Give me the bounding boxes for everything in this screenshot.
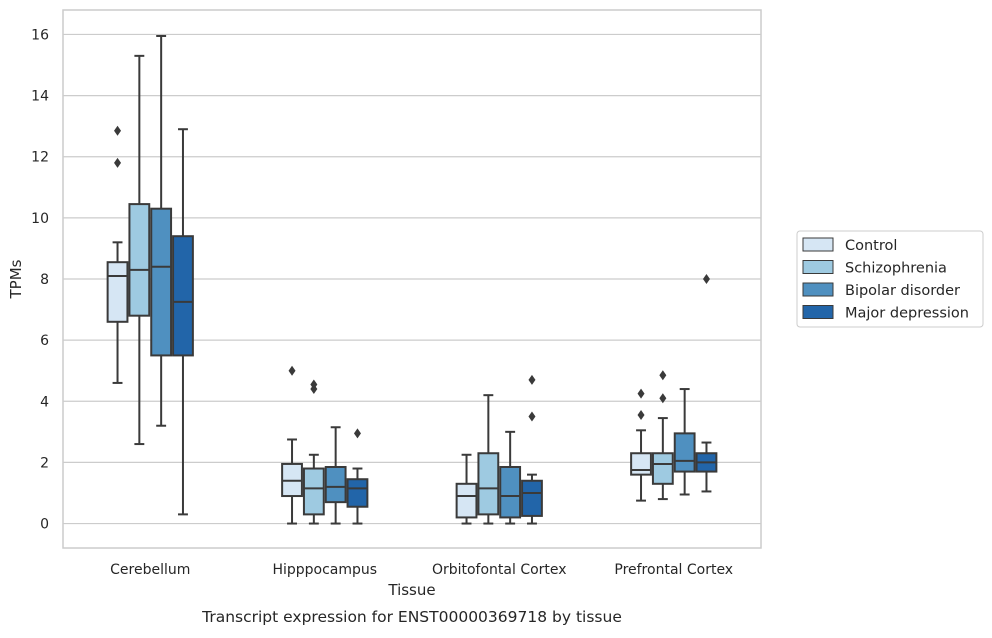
y-tick-label: 6 <box>40 333 49 349</box>
y-axis-label: TPMs <box>7 259 25 299</box>
box-schizophrenia <box>128 54 151 446</box>
plot-frame <box>62 9 762 549</box>
iqr-box <box>302 467 325 516</box>
iqr-box <box>477 452 500 516</box>
y-tick-labels: 0 2 4 6 8 10 12 14 16 <box>31 27 49 532</box>
boxes <box>106 34 718 525</box>
legend-label: Major depression <box>845 306 969 322</box>
iqr-box <box>128 203 151 317</box>
box-major-depression <box>346 428 369 525</box>
iqr-box <box>499 465 522 519</box>
iqr-box <box>150 207 173 357</box>
box-bipolar-disorder <box>150 34 173 427</box>
y-tick-label: 8 <box>40 272 49 288</box>
outlier-point <box>659 393 667 404</box>
outlier-point <box>114 157 122 168</box>
iqr-box <box>630 452 652 476</box>
legend-label: Bipolar disorder <box>845 283 960 299</box>
box-major-depression <box>172 128 194 516</box>
y-tick-label: 2 <box>40 455 49 471</box>
outlier-point <box>114 125 122 136</box>
box-major-depression <box>695 274 718 493</box>
legend-label: Schizophrenia <box>845 261 947 277</box>
outlier-point <box>528 374 536 385</box>
box-schizophrenia <box>302 379 325 525</box>
box-control <box>630 388 652 502</box>
outlier-point <box>637 410 645 421</box>
x-tick-label: Hipppocampus <box>272 562 377 578</box>
y-tick-label: 12 <box>31 150 49 166</box>
legend-entry: Schizophrenia <box>802 260 947 277</box>
x-tick-labels: Cerebellum Hipppocampus Orbitofontal Corte… <box>110 562 733 578</box>
box-schizophrenia <box>477 394 500 525</box>
y-tick-label: 16 <box>31 27 49 43</box>
legend-frame <box>796 230 984 328</box>
iqr-box <box>651 452 674 485</box>
legend-entry: Bipolar disorder <box>802 282 960 299</box>
iqr-box <box>455 482 478 519</box>
x-axis-label: Tissue <box>387 581 435 599</box>
legend-entry: Major depression <box>802 305 969 322</box>
outlier-point <box>637 388 645 399</box>
iqr-box <box>172 235 194 357</box>
outlier-point <box>659 370 667 381</box>
box-bipolar-disorder <box>499 430 522 525</box>
outlier-point <box>702 274 710 284</box>
y-tick-label: 0 <box>40 517 49 533</box>
x-tick-label: Cerebellum <box>110 562 190 578</box>
iqr-box <box>106 261 129 323</box>
legend-swatch <box>802 305 834 319</box>
legend: Control Schizophrenia Bipolar disorder Majo… <box>796 230 984 328</box>
legend-swatch <box>802 282 834 297</box>
box-major-depression <box>521 374 543 525</box>
legend-entry: Control <box>802 237 897 254</box>
box-control <box>281 365 303 525</box>
iqr-box <box>324 465 347 504</box>
iqr-box <box>521 479 543 517</box>
y-tick-label: 4 <box>40 394 49 410</box>
outlier-point <box>528 411 536 422</box>
y-tick-label: 14 <box>31 89 49 105</box>
legend-swatch <box>802 260 834 274</box>
box-bipolar-disorder <box>673 388 696 496</box>
box-control <box>455 453 478 525</box>
outlier-point <box>288 365 296 376</box>
outlier-point <box>353 428 361 439</box>
box-bipolar-disorder <box>324 426 347 525</box>
box-schizophrenia <box>651 370 674 501</box>
iqr-box <box>673 432 696 473</box>
legend-swatch <box>802 237 834 252</box>
y-tick-label: 10 <box>31 211 49 227</box>
iqr-box <box>346 478 369 508</box>
chart-caption: Transcript expression for ENST0000036971… <box>201 608 622 626</box>
x-tick-label: Orbitofontal Cortex <box>432 562 567 578</box>
outlier-point <box>310 379 318 390</box>
x-tick-label: Prefrontal Cortex <box>614 562 733 578</box>
box-control <box>106 125 129 384</box>
legend-label: Control <box>845 238 897 254</box>
